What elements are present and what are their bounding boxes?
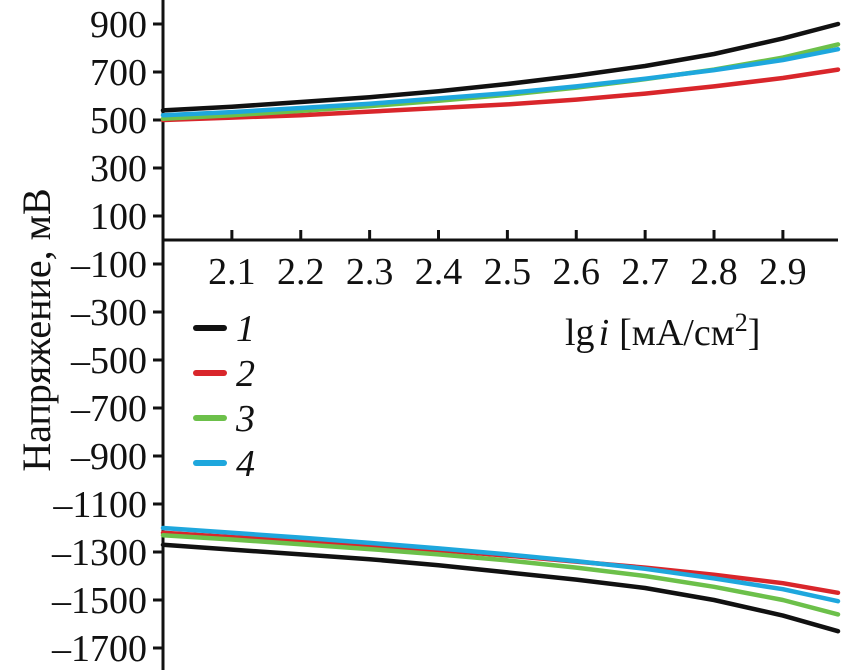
x-axis-title-close: ] <box>748 312 761 354</box>
x-tick-label: 2.2 <box>277 251 325 293</box>
y-tick-label: –300 <box>70 292 147 334</box>
y-tick-label: –1100 <box>52 484 147 526</box>
y-tick-label: –1500 <box>51 580 147 622</box>
series-2-upper-line <box>160 67 841 123</box>
legend-label-4: 4 <box>236 443 255 485</box>
y-tick-label: –700 <box>70 388 147 430</box>
x-tick-label: 2.8 <box>690 251 738 293</box>
y-tick-label: –1700 <box>51 628 147 670</box>
y-tick-label: 100 <box>90 196 147 238</box>
series-1-lower-line <box>160 542 841 634</box>
y-tick-label: –100 <box>70 244 147 286</box>
x-axis-title-superscript: 2 <box>735 308 748 337</box>
x-axis-title-prefix: lg <box>565 312 595 354</box>
x-axis-title-variable: i <box>599 312 610 354</box>
y-tick-label: 300 <box>90 148 147 190</box>
series-3-lower-line <box>160 532 841 617</box>
axes: 900 700 500 300 100 –100 –300 –500 –700 –900 –1100… <box>51 0 838 670</box>
y-tick-label: –500 <box>70 340 147 382</box>
y-tick-label: 500 <box>90 100 147 142</box>
series-4-upper-line <box>160 46 841 118</box>
legend-label-3: 3 <box>235 398 255 440</box>
legend-label-2: 2 <box>236 353 255 395</box>
x-tick-label: 2.7 <box>621 251 669 293</box>
series-1-upper-line <box>160 21 841 113</box>
x-tick-label: 2.5 <box>484 251 532 293</box>
y-tick-label: 900 <box>90 4 147 46</box>
x-axis-title-unit: [мА/см <box>619 312 735 354</box>
legend-label-1: 1 <box>236 308 255 350</box>
x-tick-label: 2.3 <box>346 251 394 293</box>
series-4-lower-line <box>160 525 841 604</box>
y-tick-label: –1300 <box>51 532 147 574</box>
x-tick-label: 2.4 <box>415 251 463 293</box>
x-tick-label: 2.9 <box>759 251 807 293</box>
y-tick-label: –900 <box>70 436 147 478</box>
y-tick-label: 700 <box>90 52 147 94</box>
x-tick-label: 2.6 <box>553 251 601 293</box>
y-axis-title: Напряжение, мВ <box>14 188 59 471</box>
x-tick-label: 2.1 <box>208 251 256 293</box>
x-axis-title: lg i [мА/см2] <box>565 308 760 354</box>
series-layer <box>160 21 841 634</box>
